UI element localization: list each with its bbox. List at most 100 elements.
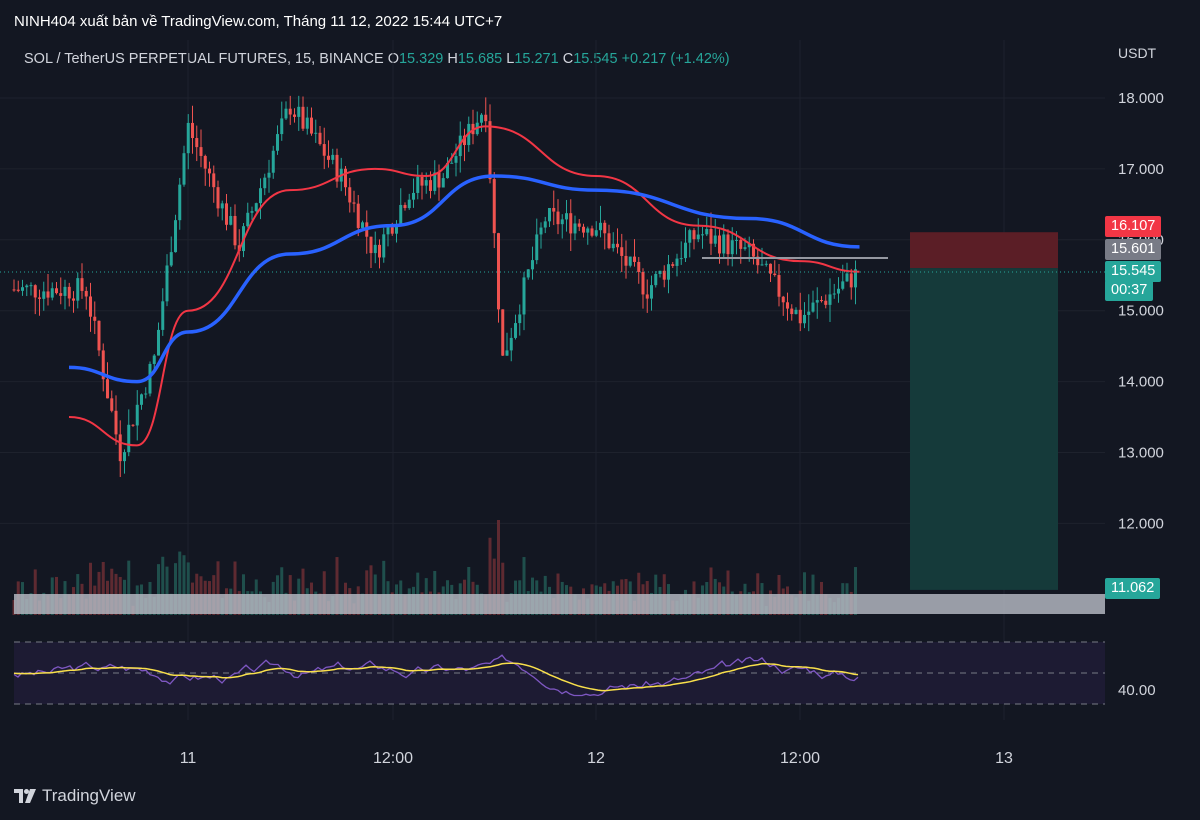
high-value: 15.685 [457, 51, 503, 67]
candle-body [594, 230, 598, 236]
volume-bar [182, 555, 186, 615]
candle-body [760, 264, 764, 266]
target-zone [910, 268, 1058, 590]
candle-body [794, 309, 798, 315]
candle-body [446, 162, 449, 179]
candle-body [123, 452, 126, 462]
candle-body [246, 212, 250, 227]
candle-body [756, 256, 760, 266]
candle-body [144, 393, 148, 395]
volume-bar [335, 557, 339, 615]
volume-bar [322, 571, 326, 615]
candle-body [284, 108, 288, 119]
candle-body [535, 234, 539, 261]
volume-bar [174, 563, 177, 615]
candle-body [322, 144, 326, 156]
candle-body [764, 263, 768, 265]
candle-body [437, 172, 441, 188]
volume-bar [803, 572, 806, 615]
volume-bar [492, 558, 496, 615]
volume-bar [382, 560, 386, 615]
candle-body [38, 297, 41, 299]
candle-body [654, 273, 658, 286]
candle-body [212, 173, 216, 188]
candle-body [620, 247, 624, 256]
candle-body [412, 192, 415, 200]
candle-body [33, 285, 37, 298]
price-tick: 18.000 [1118, 90, 1164, 107]
candle-body [25, 285, 29, 288]
candle-body [450, 162, 454, 164]
price-tick: 12.000 [1118, 515, 1164, 532]
candle-body [195, 138, 199, 148]
rsi-pane [13, 641, 1105, 705]
candle-body [786, 302, 789, 309]
publisher-line: NINH404 xuất bản về TradingView.com, Thá… [14, 13, 503, 30]
candle-body [798, 309, 802, 324]
candle-body [114, 410, 118, 435]
brand-footer[interactable]: TradingView [14, 786, 136, 806]
volume-bar [416, 572, 420, 615]
candle-body [807, 311, 811, 315]
last-price-badge: 15.545 [1105, 261, 1162, 282]
candle-body [556, 211, 560, 225]
candle-body [441, 178, 445, 188]
candle-body [55, 288, 58, 294]
candle-body [208, 168, 211, 174]
candle-body [488, 121, 492, 180]
volume-bar [216, 561, 220, 615]
candle-body [352, 202, 356, 204]
volume-bar [178, 551, 182, 615]
volume-bar [165, 566, 169, 615]
candle-body [97, 320, 101, 351]
target-badge: 11.062 [1105, 578, 1161, 599]
candle-body [577, 223, 581, 227]
volume-bar [467, 566, 471, 615]
time-tick: 11 [180, 750, 197, 767]
candle-body [280, 118, 284, 135]
candle-body [484, 114, 488, 122]
candle-body [148, 363, 152, 394]
price-tick: 13.000 [1118, 445, 1164, 462]
candle-body [696, 234, 700, 240]
candle-body [781, 296, 785, 303]
candle-body [607, 233, 611, 249]
candle-body [701, 234, 704, 236]
candle-body [845, 273, 849, 282]
candle-body [131, 424, 135, 426]
candle-body [569, 213, 573, 234]
candle-body [705, 229, 709, 235]
stop-zone [910, 232, 1058, 269]
candle-body [356, 203, 360, 228]
volume-bar [101, 561, 105, 615]
candle-body [361, 222, 364, 228]
candle-body [590, 228, 594, 236]
candle-body [463, 135, 466, 146]
candle-body [811, 302, 815, 312]
volume-bar [161, 556, 165, 615]
position-tool [0, 232, 1105, 614]
candle-body [225, 203, 228, 225]
candle-body [645, 294, 649, 299]
candle-body [310, 117, 313, 134]
candle-body [106, 379, 109, 399]
price-tick: 14.000 [1118, 374, 1164, 391]
candle-body [110, 398, 114, 411]
candle-body [186, 122, 190, 154]
candle-body [518, 314, 522, 324]
volume-bar [522, 557, 526, 615]
candle-body [718, 235, 721, 254]
candle-body [603, 222, 607, 234]
countdown-badge: 00:37 [1105, 280, 1154, 301]
candle-body [127, 424, 131, 453]
candle-body [854, 269, 857, 288]
candle-body [288, 108, 292, 115]
candle-body [314, 132, 318, 134]
candle-body [531, 260, 534, 270]
candle-body [820, 300, 823, 302]
candle-body [628, 256, 632, 266]
candle-body [250, 211, 254, 213]
candle-body [505, 350, 509, 356]
candle-body [63, 286, 67, 296]
